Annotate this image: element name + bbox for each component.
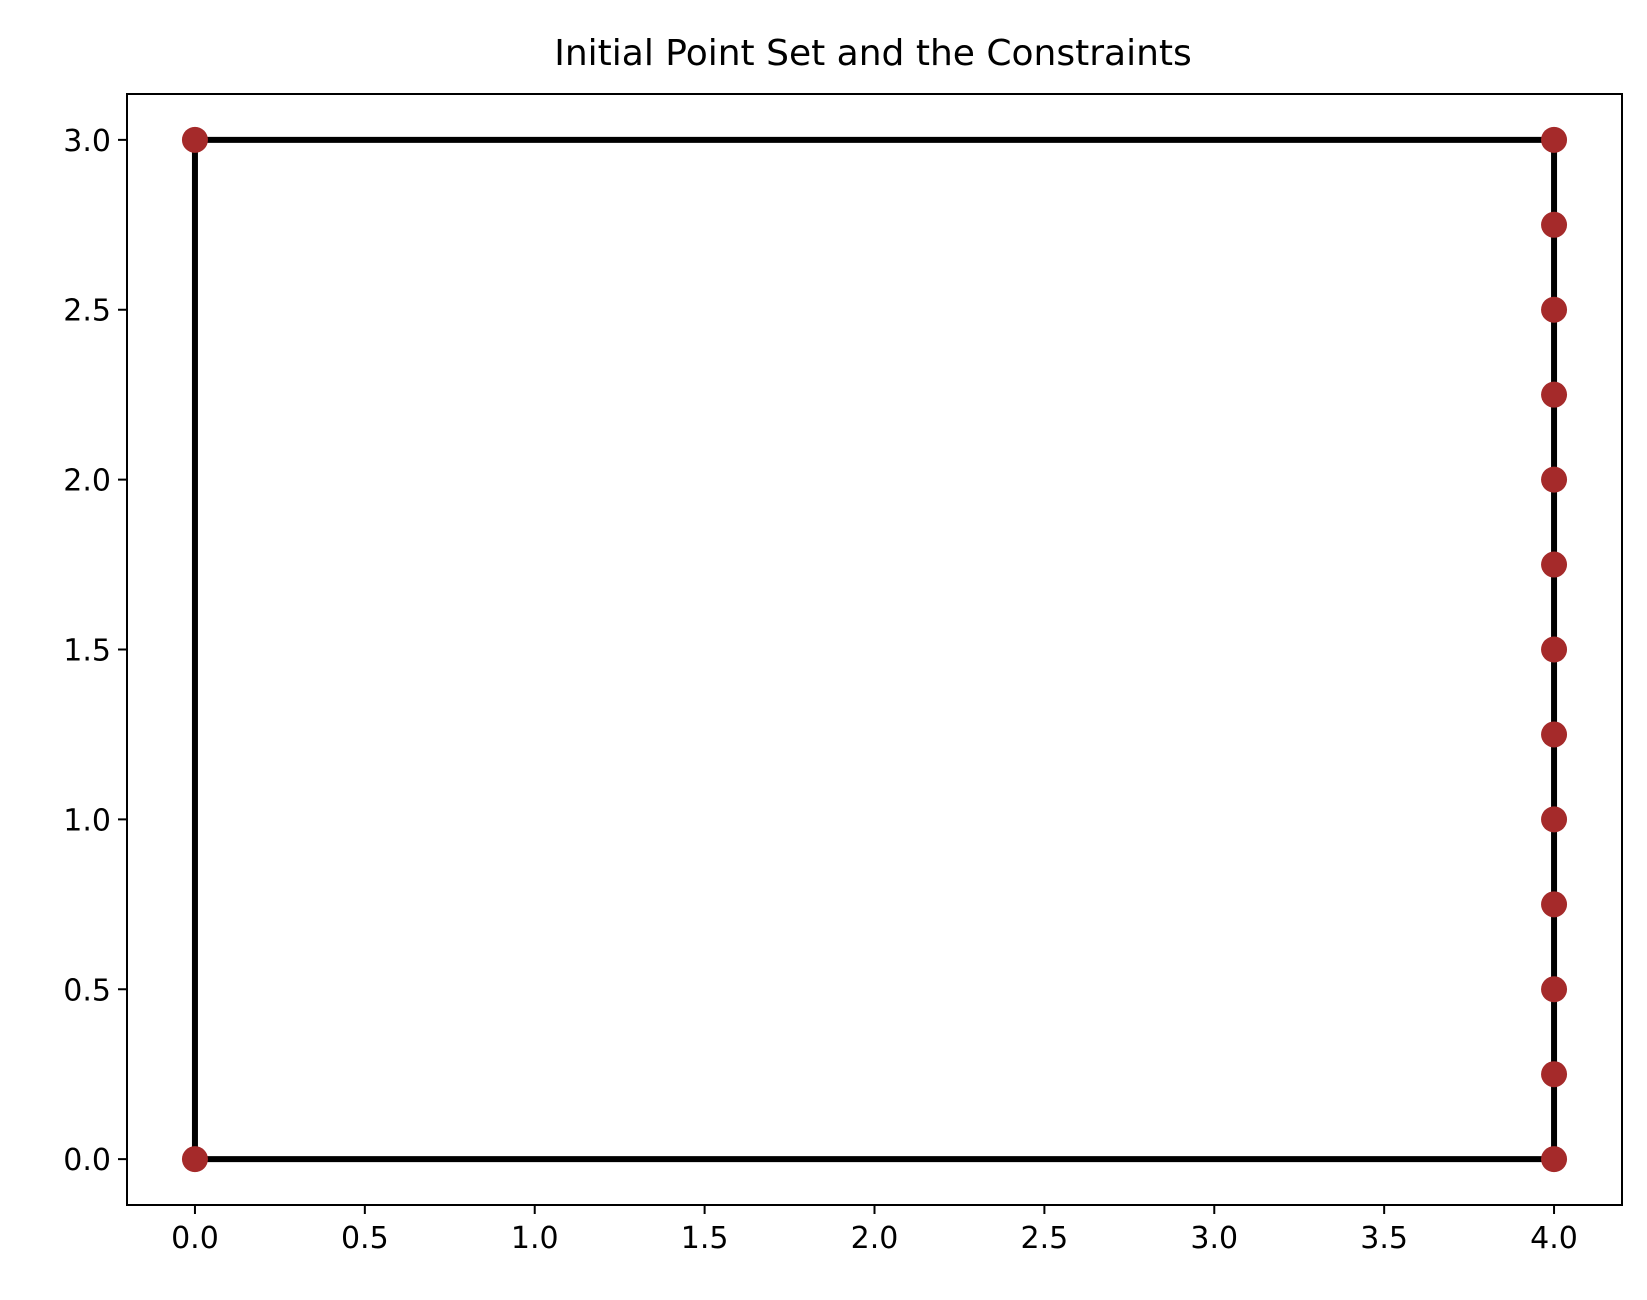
data-point: [1541, 126, 1568, 153]
y-tick-label: 2.5: [63, 294, 111, 329]
x-tick-label: 1.0: [511, 1221, 559, 1256]
data-point: [1541, 466, 1568, 493]
y-tick-label: 2.0: [63, 464, 111, 499]
y-tick-label: 0.5: [63, 973, 111, 1008]
x-tick-label: 3.5: [1360, 1221, 1408, 1256]
data-point: [1541, 381, 1568, 408]
x-tick-label: 4.0: [1530, 1221, 1578, 1256]
data-point: [1541, 976, 1568, 1003]
data-point: [181, 1146, 208, 1173]
chart-title: Initial Point Set and the Constraints: [554, 33, 1192, 74]
data-point: [1541, 806, 1568, 833]
data-point: [1541, 296, 1568, 323]
constraints-layer: [191, 136, 1558, 1163]
data-point: [1541, 211, 1568, 238]
data-point: [1541, 721, 1568, 748]
x-tick-label: 1.5: [681, 1221, 729, 1256]
y-tick-label: 3.0: [63, 124, 111, 159]
y-tick-label: 1.0: [63, 803, 111, 838]
y-tick-label: 0.0: [63, 1143, 111, 1178]
x-tick-label: 0.0: [171, 1221, 219, 1256]
axes-layer: 0.0 0.5 1.0 1.5 2.0 2.5 3.0 3.5 4.0 0.0 0.5 1.0 1.5 2…: [63, 93, 1623, 1256]
x-tick-label: 2.0: [851, 1221, 899, 1256]
x-tick-label: 2.5: [1021, 1221, 1069, 1256]
data-point: [181, 126, 208, 153]
y-tick-label: 1.5: [63, 634, 111, 669]
plot-frame: [126, 93, 1623, 1206]
x-tick-label: 3.0: [1190, 1221, 1238, 1256]
data-point: [1541, 636, 1568, 663]
data-point: [1541, 551, 1568, 578]
points-layer: [181, 126, 1568, 1173]
data-point: [1541, 891, 1568, 918]
data-point: [1541, 1146, 1568, 1173]
data-point: [1541, 1061, 1568, 1088]
x-tick-label: 0.5: [341, 1221, 389, 1256]
